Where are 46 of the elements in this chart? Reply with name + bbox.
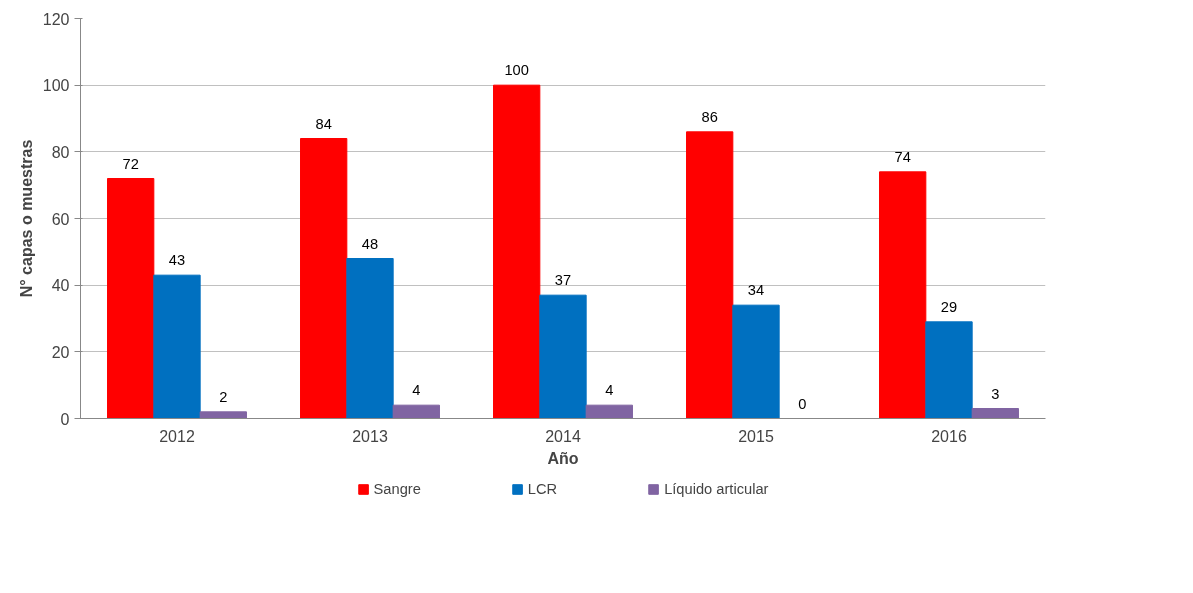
bar xyxy=(300,138,348,419)
y-tick-label: 100 xyxy=(42,77,70,95)
data-label: 100 xyxy=(504,62,529,79)
legend-label: LCR xyxy=(527,481,558,497)
data-label: 84 xyxy=(315,115,332,132)
y-tick-label: 0 xyxy=(60,410,70,428)
x-tick-label: 2016 xyxy=(931,427,967,445)
x-tick-label: 2015 xyxy=(738,427,774,445)
data-label: 3 xyxy=(991,385,1000,402)
data-label: 29 xyxy=(940,298,958,315)
bar xyxy=(199,411,247,419)
data-label: 72 xyxy=(122,155,139,172)
bar xyxy=(392,404,440,419)
bar xyxy=(971,408,1019,419)
bar xyxy=(153,274,201,419)
bar xyxy=(732,304,780,419)
legend-label: Líquido articular xyxy=(664,481,769,497)
data-label: 0 xyxy=(798,395,807,412)
x-axis-title: Año xyxy=(547,449,579,467)
bar xyxy=(686,131,734,419)
x-tick-label: 2012 xyxy=(159,427,195,445)
y-tick-label: 120 xyxy=(42,10,70,28)
data-label: 74 xyxy=(894,148,911,165)
data-label: 4 xyxy=(605,382,614,399)
data-label: 37 xyxy=(554,272,572,289)
bar xyxy=(107,178,155,419)
data-label: 34 xyxy=(747,282,765,299)
bar xyxy=(493,84,541,419)
y-tick-label: 20 xyxy=(51,343,70,361)
bar xyxy=(585,404,633,419)
bar xyxy=(879,171,927,419)
y-axis-title: N° capas o muestras xyxy=(17,139,35,298)
data-label: 86 xyxy=(701,108,718,125)
x-tick-label: 2014 xyxy=(545,427,581,445)
data-label: 43 xyxy=(168,252,186,269)
bar xyxy=(346,258,394,419)
data-label: 48 xyxy=(361,235,379,252)
y-tick-label: 60 xyxy=(51,210,70,228)
bar xyxy=(539,294,587,419)
bar xyxy=(925,321,973,419)
y-tick-label: 40 xyxy=(51,277,70,295)
y-tick-label: 80 xyxy=(51,143,70,161)
data-label: 2 xyxy=(219,388,228,405)
data-label: 4 xyxy=(412,382,421,399)
x-tick-label: 2013 xyxy=(352,427,388,445)
legend-label: Sangre xyxy=(373,481,421,497)
